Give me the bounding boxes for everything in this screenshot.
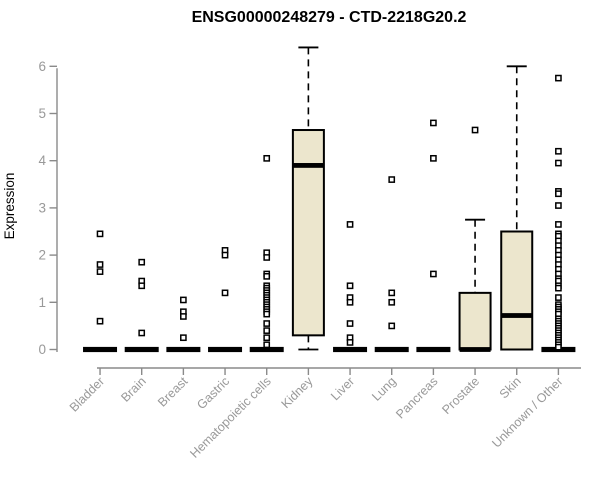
box-group-breast: [166, 296, 201, 353]
outlier-point: [263, 254, 271, 261]
x-category-label: Pancreas: [393, 374, 440, 421]
median-line: [416, 346, 451, 353]
box-group-prostate: [458, 126, 492, 352]
median-line: [501, 313, 533, 318]
outlier-point: [388, 289, 396, 297]
x-category-label: Liver: [328, 374, 357, 403]
outlier-point: [430, 119, 437, 127]
iqr-box: [500, 230, 534, 351]
outlier-point: [346, 221, 354, 228]
outlier-point: [346, 298, 354, 306]
median-line: [333, 346, 368, 353]
iqr-box: [458, 291, 492, 351]
outlier-point: [388, 298, 396, 306]
box-group-brain: [124, 258, 159, 353]
outlier-point: [221, 251, 229, 259]
box-group-skin: [500, 65, 534, 351]
outlier-point: [555, 147, 562, 155]
outlier-point: [96, 261, 104, 268]
outlier-point: [555, 284, 562, 292]
median-line: [459, 347, 491, 352]
median-line: [249, 346, 284, 353]
y-tick-label: 5: [38, 106, 46, 121]
median-line: [208, 346, 243, 353]
outlier-point: [471, 126, 479, 134]
outlier-point: [263, 154, 271, 162]
outlier-point: [138, 258, 146, 266]
outlier-point: [96, 230, 104, 238]
x-category-label: Breast: [155, 374, 191, 410]
y-tick-label: 6: [38, 59, 46, 74]
outlier-point: [555, 190, 562, 198]
chart-title: ENSG00000248279 - CTD-2218G20.2: [192, 9, 467, 26]
outlier-point: [430, 154, 437, 162]
x-category-label: Brain: [118, 374, 149, 405]
outlier-point: [388, 176, 396, 183]
x-category-label: Kidney: [279, 374, 316, 411]
y-tick-label: 4: [38, 153, 46, 168]
outlier-point: [430, 270, 437, 278]
outlier-point: [555, 294, 562, 301]
outlier-point: [555, 159, 562, 167]
median-line: [374, 346, 409, 353]
median-line: [124, 346, 159, 353]
x-category-label: Bladder: [67, 374, 107, 414]
outlier-point: [555, 74, 562, 82]
box-group-kidney: [291, 46, 325, 351]
median-line: [83, 346, 118, 353]
x-category-label: Unknown / Other: [489, 374, 565, 450]
outlier-point: [180, 296, 187, 304]
x-category-label: Hematopoietic cells: [187, 374, 274, 461]
iqr-box: [291, 129, 325, 337]
outlier-point: [263, 327, 271, 334]
x-category-label: Prostate: [439, 374, 482, 417]
box-group-liver: [333, 221, 368, 353]
x-category-label: Gastric: [194, 374, 232, 412]
outlier-point: [263, 272, 271, 280]
box-group-hematopoietic-cells: [249, 154, 284, 353]
outlier-point: [346, 282, 354, 290]
y-axis-label: Expression: [2, 173, 17, 240]
box-group-lung: [374, 176, 409, 353]
box-group-bladder: [83, 230, 118, 353]
outlier-point: [180, 313, 187, 320]
box-group-gastric: [208, 247, 243, 353]
box-group-pancreas: [416, 119, 451, 353]
y-tick-label: 2: [38, 248, 46, 263]
outlier-point: [263, 341, 271, 349]
outlier-point: [138, 282, 146, 290]
outlier-point: [346, 339, 354, 346]
outlier-point: [180, 334, 187, 342]
x-category-label: Skin: [497, 374, 524, 401]
y-tick-label: 1: [38, 295, 46, 310]
median-line: [292, 163, 324, 168]
outlier-point: [263, 320, 271, 327]
outlier-point: [263, 310, 271, 318]
plot-area: [83, 46, 576, 353]
outlier-point: [388, 322, 396, 330]
outlier-point: [96, 317, 104, 325]
outlier-point: [555, 343, 562, 351]
median-line: [166, 346, 201, 353]
outlier-point: [555, 202, 562, 209]
outlier-point: [263, 334, 271, 342]
outlier-point: [221, 289, 229, 297]
outlier-point: [555, 221, 562, 228]
outlier-point: [96, 268, 104, 275]
x-category-label: Lung: [369, 374, 399, 404]
outlier-point: [346, 320, 354, 327]
y-tick-label: 0: [38, 342, 46, 357]
box-group-unknown-other: [541, 74, 576, 353]
y-tick-label: 3: [38, 200, 46, 215]
outlier-point: [138, 329, 146, 337]
